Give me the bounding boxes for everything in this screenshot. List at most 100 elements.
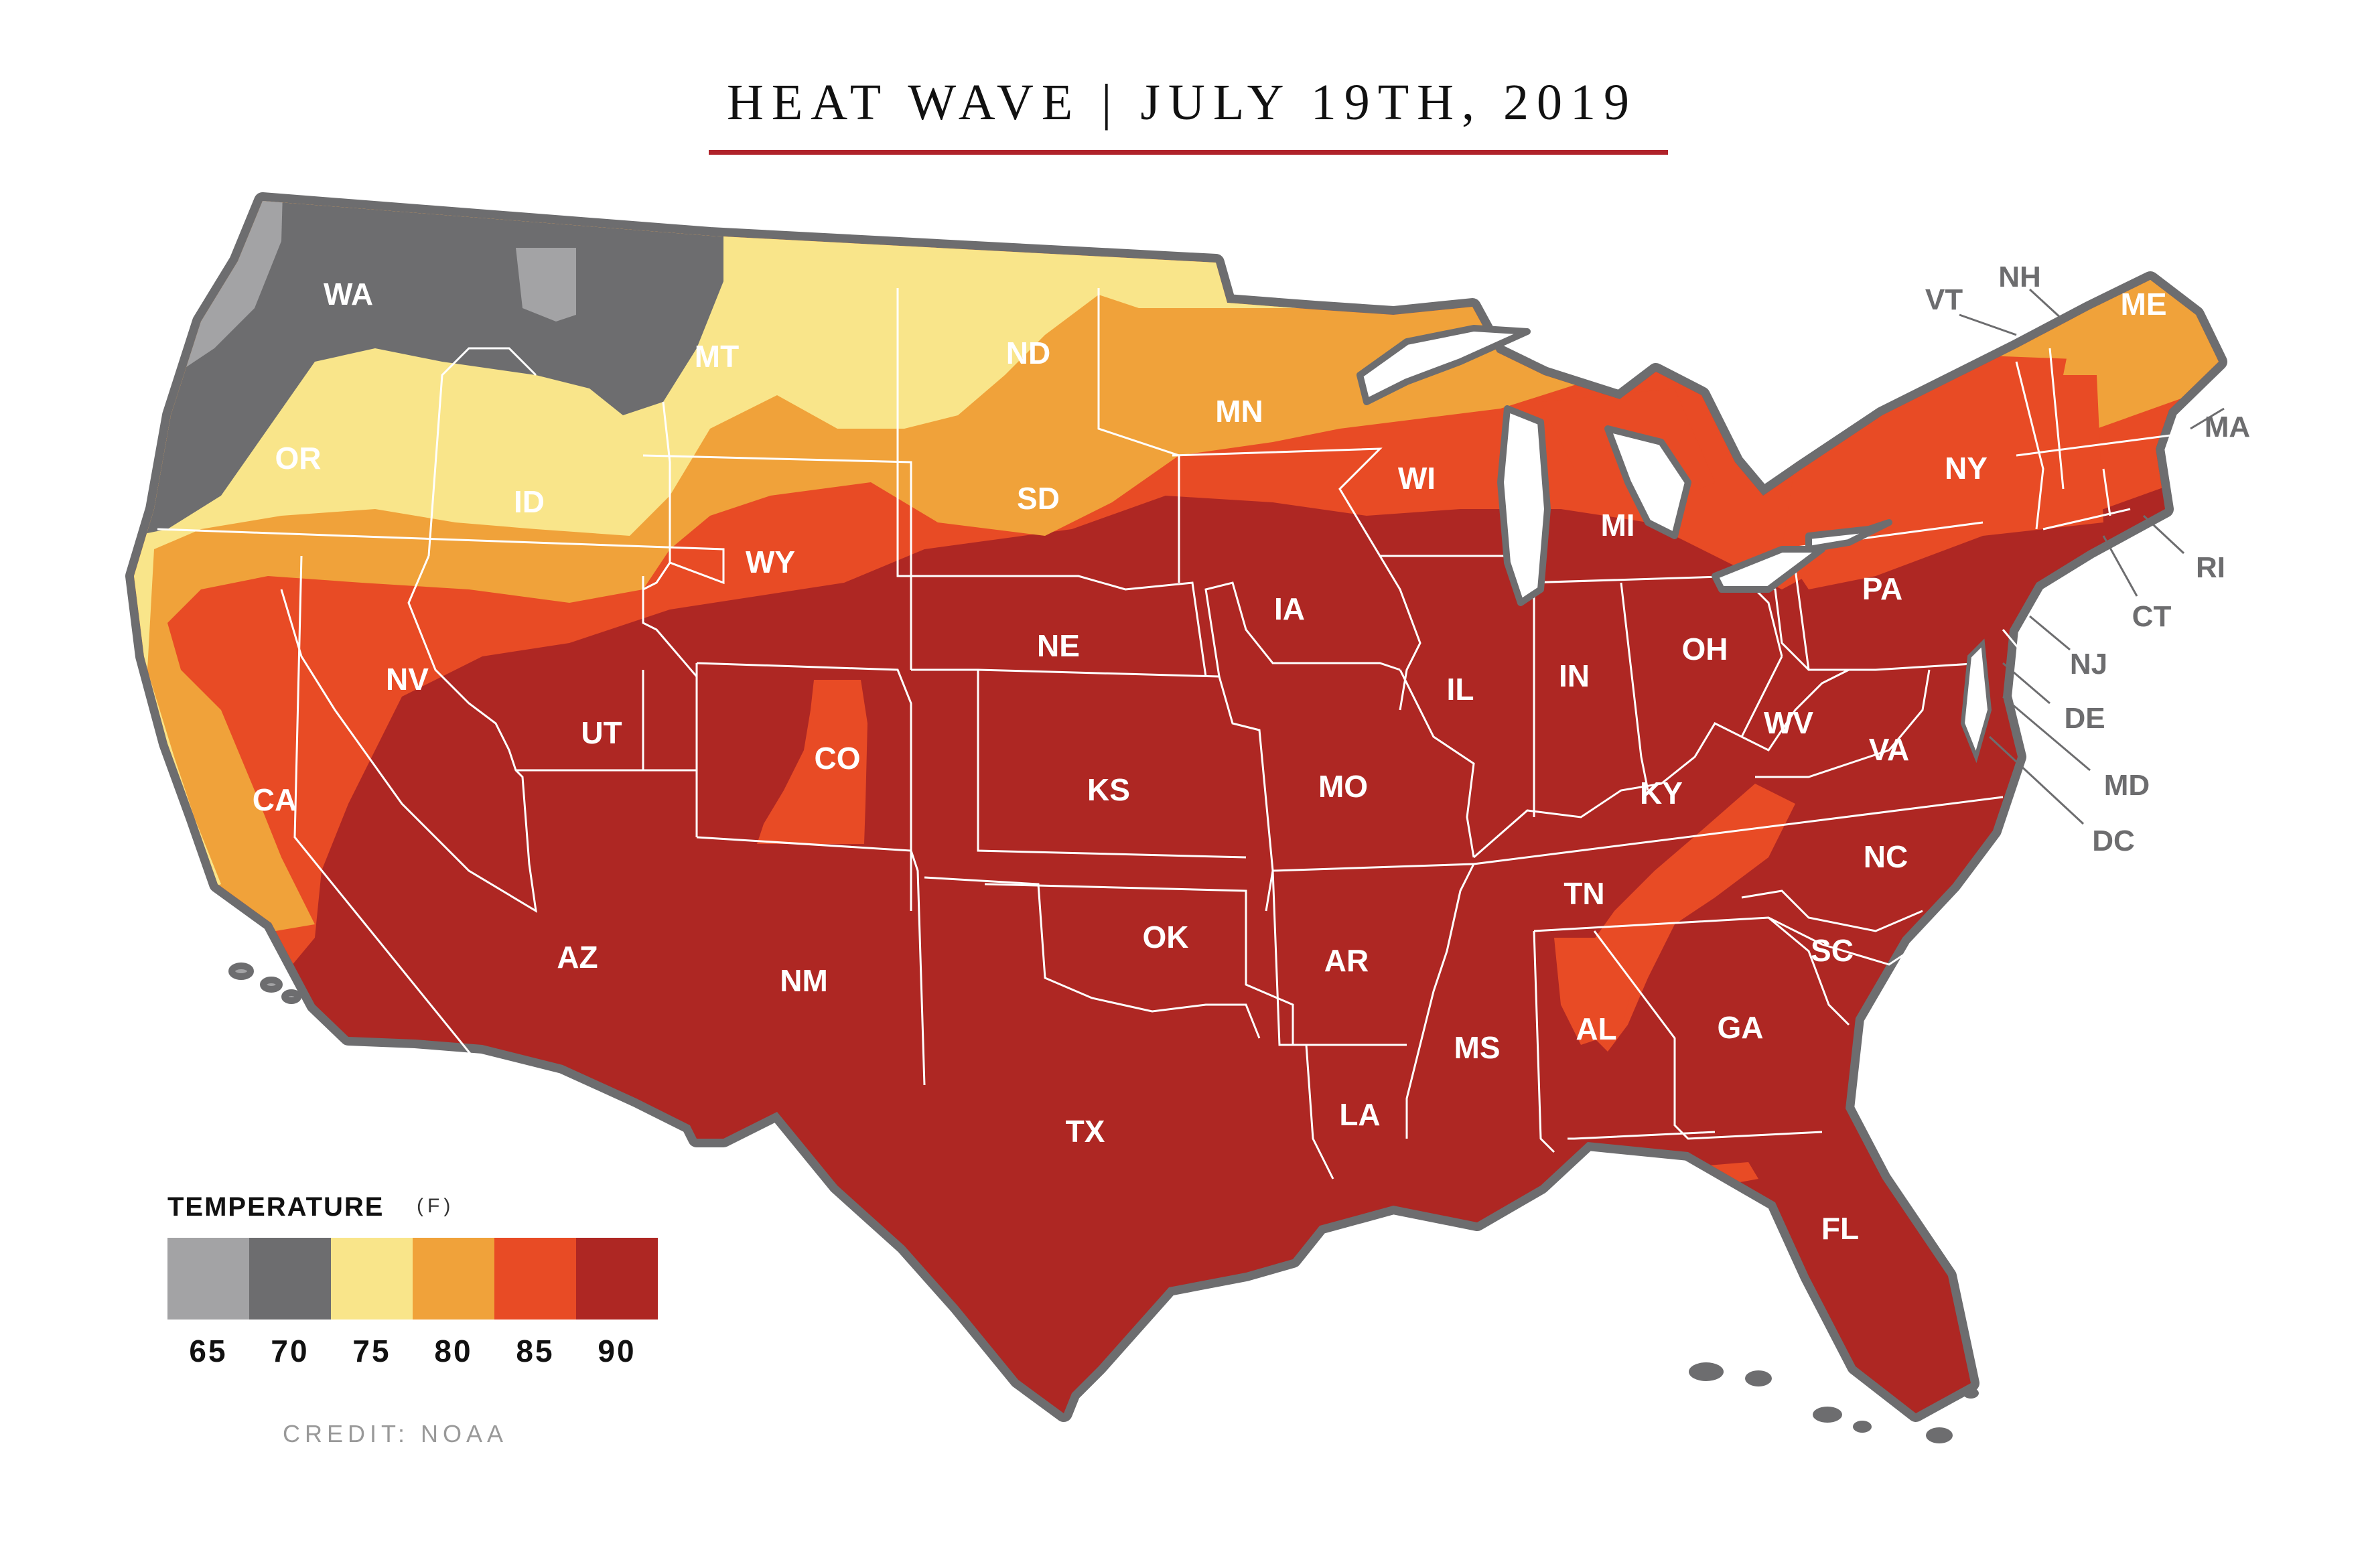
state-label-nm: NM [780, 963, 828, 998]
leader-dc [1988, 735, 2085, 825]
leader-vt [1959, 313, 2017, 336]
channel-islands [228, 963, 301, 1004]
legend-tick-80: 80 [434, 1334, 473, 1368]
callout-label-vt: VT [1925, 283, 1963, 316]
lake-superior [1357, 325, 1531, 405]
callout-labels: VT NH MA RI CT NJ DE MD DC [1925, 261, 2250, 857]
title-underline [709, 150, 1668, 155]
lake-ontario [1805, 519, 1892, 553]
island [1689, 1362, 1724, 1381]
state-borders [157, 288, 2171, 1180]
state-label-il: IL [1447, 672, 1474, 707]
legend-color-bar [167, 1238, 658, 1320]
band-85-alabama [1554, 938, 1635, 1045]
state-label-ks: KS [1087, 772, 1130, 807]
state-label-oh: OH [1682, 632, 1728, 666]
state-label-sc: SC [1811, 933, 1854, 968]
island [1853, 1421, 1872, 1433]
legend-tick-70: 70 [271, 1334, 309, 1368]
chesapeake-bay [1960, 638, 1992, 764]
state-label-mo: MO [1318, 769, 1368, 804]
island [1926, 1427, 1953, 1443]
callout-leaders [1959, 288, 2225, 825]
callout-label-nj: NJ [2070, 648, 2107, 681]
state-label-la: LA [1339, 1097, 1380, 1132]
state-label-ia: IA [1274, 591, 1305, 626]
state-label-mt: MT [695, 339, 739, 374]
band-65 [134, 201, 288, 402]
state-label-va: VA [1869, 732, 1910, 767]
callout-label-md: MD [2104, 769, 2150, 802]
island [260, 977, 283, 993]
legend-tick-labels: 65 70 75 80 85 90 [167, 1333, 658, 1369]
legend-tick-75: 75 [352, 1334, 391, 1368]
leader-nj [2029, 615, 2071, 651]
island [1963, 1388, 1979, 1399]
state-label-ga: GA [1718, 1010, 1764, 1045]
state-label-al: AL [1576, 1011, 1616, 1046]
state-label-ok: OK [1143, 920, 1189, 954]
legend-title: TEMPERATURE [167, 1192, 385, 1222]
band-65-montana-patch [516, 248, 576, 322]
state-label-mn: MN [1215, 394, 1263, 429]
state-label-or: OR [275, 441, 322, 476]
island [228, 963, 254, 980]
island [1813, 1407, 1842, 1423]
callout-label-nh: NH [1998, 261, 2041, 293]
state-label-ar: AR [1324, 943, 1369, 978]
map-title: HEAT WAVE | JULY 19TH, 2019 [726, 74, 1638, 131]
band-85-colorado [757, 680, 867, 844]
leader-md [2002, 695, 2091, 772]
title-wrap: HEAT WAVE | JULY 19TH, 2019 [0, 74, 2364, 132]
state-label-az: AZ [557, 940, 598, 975]
state-labels: WA MT OR ID ND MN SD WY WI MI NY ME NV C… [253, 277, 2167, 1246]
callout-label-ri: RI [2196, 551, 2225, 584]
state-label-mi: MI [1600, 508, 1635, 543]
state-label-wa: WA [324, 277, 373, 311]
leader-ct [2102, 535, 2138, 597]
leader-de [2002, 662, 2050, 705]
state-label-ut: UT [581, 715, 622, 750]
state-label-ne: NE [1037, 628, 1080, 663]
state-label-me: ME [2121, 287, 2167, 322]
state-label-id: ID [514, 484, 545, 519]
callout-label-dc: DC [2092, 825, 2135, 857]
state-label-nd: ND [1006, 336, 1050, 370]
callout-label-ma: MA [2205, 411, 2250, 443]
bahamas-islands [1689, 1362, 1979, 1443]
leader-nh [2028, 288, 2065, 322]
leader-ri [2142, 514, 2185, 555]
lake-michigan [1497, 405, 1551, 606]
legend-swatch-85 [494, 1238, 576, 1320]
state-label-fl: FL [1821, 1211, 1859, 1246]
callout-label-ct: CT [2132, 600, 2172, 633]
legend-tick-85: 85 [516, 1334, 555, 1368]
band-70 [134, 201, 723, 549]
legend-swatch-70 [249, 1238, 331, 1320]
state-label-ky: KY [1640, 776, 1683, 810]
island [1745, 1370, 1772, 1386]
legend-swatch-75 [331, 1238, 413, 1320]
state-label-ms: MS [1454, 1030, 1501, 1065]
state-label-nv: NV [386, 662, 429, 697]
state-label-tx: TX [1066, 1114, 1105, 1149]
state-label-nc: NC [1864, 839, 1908, 874]
legend-swatch-90 [576, 1238, 658, 1320]
state-label-ny: NY [1945, 451, 1988, 486]
legend-swatch-80 [413, 1238, 494, 1320]
legend-swatch-65 [167, 1238, 249, 1320]
legend-tick-65: 65 [189, 1334, 228, 1368]
state-label-wy: WY [746, 545, 795, 579]
state-label-in: IN [1559, 658, 1590, 693]
state-label-sd: SD [1017, 481, 1060, 516]
leader-ma [2190, 407, 2225, 430]
great-lakes [1357, 325, 1892, 606]
state-label-tn: TN [1563, 876, 1604, 911]
state-label-wv: WV [1764, 705, 1813, 740]
state-label-co: CO [815, 741, 861, 776]
state-label-wi: WI [1398, 461, 1436, 496]
lake-erie [1712, 546, 1825, 593]
island [281, 989, 301, 1004]
state-label-pa: PA [1862, 571, 1903, 606]
